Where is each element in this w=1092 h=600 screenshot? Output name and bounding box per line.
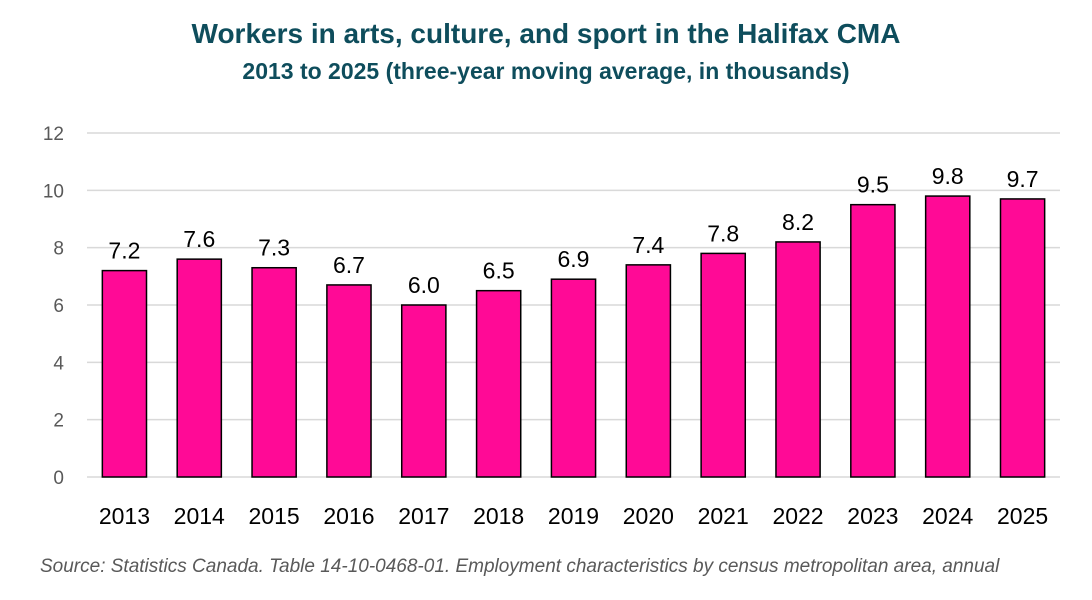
y-tick-label: 10	[43, 181, 64, 202]
data-label: 6.9	[558, 246, 590, 272]
bar-2013	[101, 269, 148, 478]
data-label: 7.2	[108, 238, 140, 264]
bar-2019	[550, 278, 597, 478]
source-note: Source: Statistics Canada. Table 14-10-0…	[40, 556, 1000, 577]
bars	[101, 195, 1046, 478]
data-label: 8.2	[782, 209, 814, 235]
x-tick-label: 2021	[698, 503, 749, 529]
chart-title: Workers in arts, culture, and sport in t…	[191, 18, 901, 49]
bar-2016	[326, 284, 372, 478]
data-label: 7.4	[632, 232, 664, 258]
bar-2024	[924, 195, 971, 478]
data-label: 6.7	[333, 252, 365, 278]
x-tick-label: 2017	[398, 503, 449, 529]
bar-2018	[475, 289, 522, 478]
x-tick-label: 2019	[548, 503, 599, 529]
data-label: 6.5	[483, 258, 515, 284]
data-label: 7.8	[707, 220, 739, 246]
x-tick-label: 2015	[249, 503, 300, 529]
y-axis-ticks: 0 2 4 6 8 10 12	[43, 124, 65, 489]
x-tick-label: 2025	[997, 503, 1048, 529]
x-tick-label: 2023	[847, 503, 898, 529]
data-label: 7.6	[183, 226, 215, 252]
data-labels: 7.2 7.6 7.3 6.7 6.0 6.5 6.9 7.4 7.8 8.2 9.5 9.8 9.7	[108, 163, 1038, 298]
bar-2020	[625, 264, 672, 478]
bar-2014	[176, 258, 223, 478]
data-label: 9.7	[1007, 166, 1039, 192]
x-axis-ticks: 2013 2014 2015 2016 2017 2018 2019 2020 2021 2022…	[99, 503, 1048, 529]
data-label: 9.5	[857, 172, 889, 198]
x-tick-label: 2020	[623, 503, 674, 529]
x-tick-label: 2014	[174, 503, 225, 529]
y-tick-label: 0	[53, 468, 64, 489]
y-tick-label: 4	[53, 353, 64, 374]
x-tick-label: 2024	[922, 503, 973, 529]
bar-2017	[400, 304, 447, 478]
bar-2021	[700, 252, 747, 478]
bar-2025	[999, 198, 1046, 478]
chart-subtitle: 2013 to 2025 (three-year moving average,…	[242, 58, 850, 84]
bar-2015	[251, 266, 297, 478]
x-tick-label: 2013	[99, 503, 150, 529]
x-tick-label: 2016	[323, 503, 374, 529]
data-label: 7.3	[258, 235, 290, 261]
x-tick-label: 2022	[772, 503, 823, 529]
data-label: 6.0	[408, 272, 440, 298]
x-tick-label: 2018	[473, 503, 524, 529]
y-tick-label: 12	[43, 124, 64, 145]
data-label: 9.8	[932, 163, 964, 189]
y-tick-label: 6	[53, 296, 64, 317]
y-tick-label: 8	[53, 239, 64, 260]
bar-2022	[775, 241, 821, 478]
bar-2023	[850, 203, 896, 478]
y-tick-label: 2	[53, 411, 64, 432]
